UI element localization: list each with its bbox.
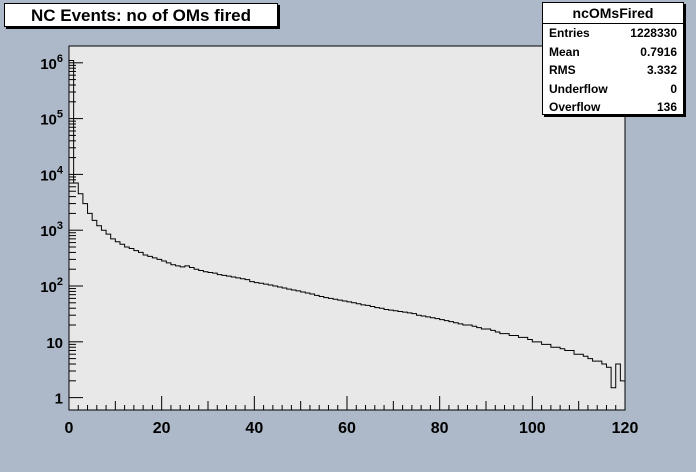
x-tick-label: 100 (519, 420, 546, 437)
stats-value: 0.7916 (640, 44, 677, 59)
y-tick-label: 1 (55, 391, 63, 408)
y-tick-label: 104 (40, 164, 64, 184)
stats-row-mean: Mean 0.7916 (543, 43, 683, 62)
x-tick-label: 0 (65, 420, 74, 437)
stats-row-overflow: Overflow 136 (543, 98, 683, 117)
x-axis: 0 20 40 60 80 100 120 (65, 396, 639, 437)
y-tick-label: 106 (40, 53, 63, 73)
stats-label: Overflow (549, 100, 601, 114)
stats-value: 0 (670, 81, 677, 96)
stats-box: ncOMsFired Entries 1228330 Mean 0.7916 R… (542, 2, 684, 115)
y-tick-label: 105 (40, 109, 63, 129)
stats-label: Entries (549, 26, 590, 40)
x-tick-label: 120 (612, 420, 639, 437)
stats-histogram-name: ncOMsFired (543, 3, 683, 24)
x-tick-label: 80 (431, 420, 449, 437)
stats-value: 3.332 (646, 63, 677, 77)
stats-label: Underflow (549, 81, 608, 96)
stats-row-rms: RMS 3.332 (543, 61, 683, 80)
plot-area (68, 45, 626, 411)
x-tick-label: 40 (245, 420, 263, 437)
y-axis: 1 10 102 103 104 105 106 (40, 45, 83, 408)
stats-row-underflow: Underflow 0 (543, 80, 683, 99)
stats-value: 136 (656, 100, 677, 114)
stats-value: 1228330 (630, 26, 677, 40)
stats-label: RMS (549, 63, 576, 77)
chart-title: NC Events: no of OMs fired (4, 3, 278, 27)
y-tick-label: 102 (40, 276, 63, 296)
stats-row-entries: Entries 1228330 (543, 24, 683, 43)
x-tick-label: 60 (338, 420, 356, 437)
y-tick-label: 103 (40, 220, 63, 240)
y-tick-label: 10 (46, 335, 63, 352)
histogram-series (68, 59, 626, 410)
stats-label: Mean (549, 44, 580, 59)
x-tick-label: 20 (153, 420, 171, 437)
